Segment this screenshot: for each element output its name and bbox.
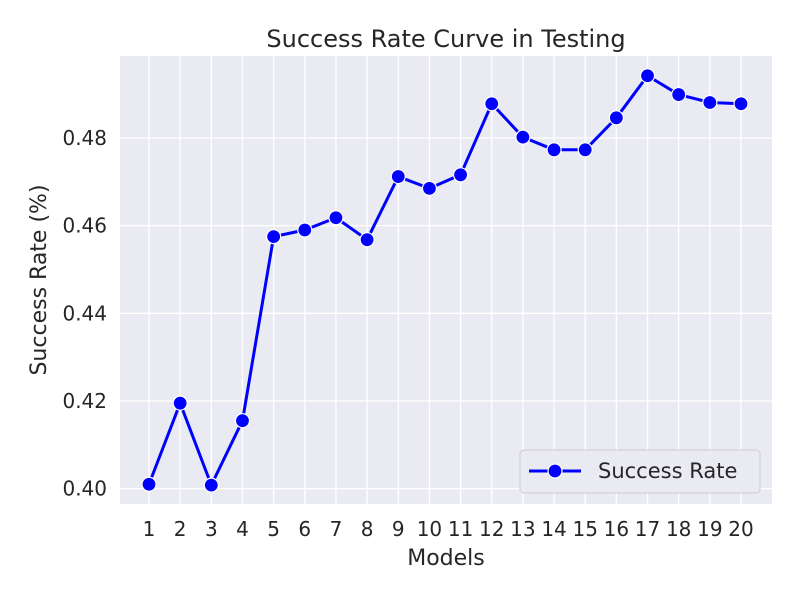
x-tick-label: 17	[635, 517, 660, 541]
data-point	[452, 167, 469, 183]
vertical-gridlines	[148, 56, 742, 504]
data-point	[203, 477, 219, 493]
data-point	[328, 210, 344, 226]
x-tick-label: 4	[236, 517, 249, 541]
data-point	[266, 229, 282, 245]
x-tick-label: 8	[361, 517, 374, 541]
y-tick-label: 0.40	[62, 477, 107, 501]
data-point	[733, 96, 749, 112]
x-tick-label: 1	[143, 517, 156, 541]
legend-box	[519, 449, 761, 494]
x-tick-label: 18	[666, 517, 691, 541]
data-point	[234, 413, 251, 429]
y-tick-label: 0.44	[62, 301, 107, 325]
x-tick-label: 16	[604, 517, 629, 541]
data-point	[359, 232, 375, 248]
data-point	[671, 86, 687, 103]
data-point	[172, 395, 188, 411]
x-tick-label: 6	[298, 517, 311, 541]
data-point	[141, 476, 157, 492]
data-point	[297, 222, 313, 238]
series-layer	[141, 68, 749, 493]
x-tick-label: 19	[697, 517, 722, 541]
data-point	[702, 94, 718, 111]
x-tick-label: 7	[330, 517, 343, 541]
plot-area-background	[120, 56, 772, 504]
y-tick-label: 0.46	[62, 214, 107, 238]
x-tick-label: 13	[510, 517, 535, 541]
data-point	[577, 142, 593, 158]
data-point	[546, 142, 562, 158]
data-point	[639, 68, 656, 84]
y-tick-label: 0.42	[62, 389, 107, 413]
series-line	[147, 74, 742, 487]
horizontal-gridlines	[120, 137, 772, 490]
x-axis-label: Models	[407, 546, 485, 571]
x-tick-label: 5	[267, 517, 280, 541]
x-tick-label: 11	[448, 517, 473, 541]
x-tick-label: 12	[479, 517, 504, 541]
data-point	[421, 180, 438, 196]
legend-marker	[547, 463, 563, 479]
chart-title: Success Rate Curve in Testing	[266, 25, 625, 53]
y-tick-labels: 0.40 0.42 0.44 0.46 0.48	[62, 126, 107, 501]
data-point	[608, 110, 624, 126]
x-tick-label: 14	[541, 517, 566, 541]
data-point	[515, 129, 531, 145]
y-tick-label: 0.48	[62, 126, 107, 150]
legend: Success Rate	[519, 449, 761, 494]
y-axis-label: Success Rate (%)	[27, 184, 52, 375]
x-tick-label: 15	[572, 517, 597, 541]
x-tick-label: 20	[728, 517, 753, 541]
x-tick-label: 3	[205, 517, 218, 541]
data-point	[484, 96, 500, 112]
data-point	[390, 168, 406, 185]
x-tick-labels: 1 2 3 4 5 6 7 8 9 10 11 12 13 14 15 16 17 18 19 20	[143, 517, 754, 541]
x-tick-label: 9	[392, 517, 405, 541]
legend-label: Success Rate	[598, 459, 737, 483]
x-tick-label: 10	[417, 517, 442, 541]
x-tick-label: 2	[174, 517, 187, 541]
